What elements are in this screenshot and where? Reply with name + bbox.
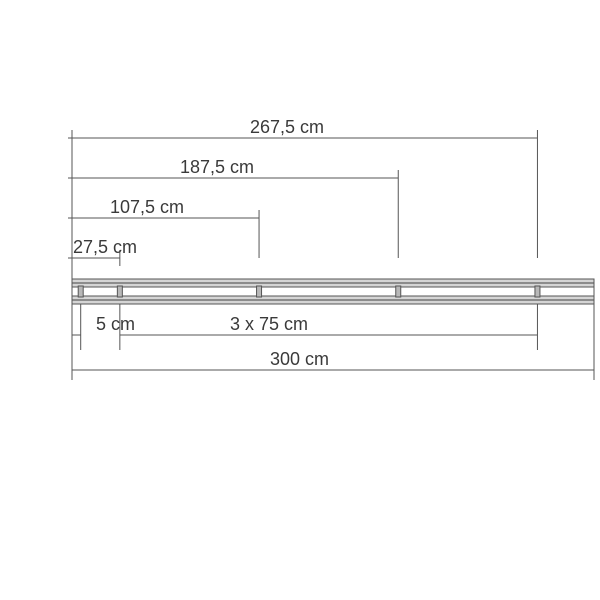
top-dimensions: 27,5 cm 107,5 cm 187,5 cm 267,5 cm — [68, 117, 537, 279]
dimension-label: 107,5 cm — [110, 197, 184, 217]
posts — [78, 286, 540, 297]
dimension-label: 3 x 75 cm — [230, 314, 308, 334]
dimension-label: 5 cm — [96, 314, 135, 334]
dimension-diagram: 27,5 cm 107,5 cm 187,5 cm 267,5 cm 5 cm 3 x 7… — [0, 0, 600, 600]
dimension-label: 300 cm — [270, 349, 329, 369]
dimension-label: 267,5 cm — [250, 117, 324, 137]
bottom-dimensions: 5 cm 3 x 75 cm 300 cm — [72, 304, 594, 380]
dimension-label: 187,5 cm — [180, 157, 254, 177]
rails — [72, 279, 594, 304]
dimension-label: 27,5 cm — [73, 237, 137, 257]
